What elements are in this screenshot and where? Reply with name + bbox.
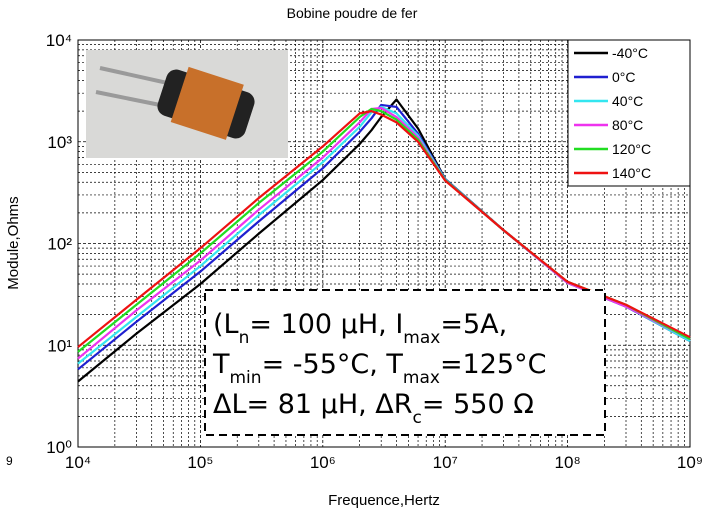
annotation-line: Tmin= -55°C, Tmax=125°C [212, 349, 546, 388]
y-tick-label: 10⁴ [46, 31, 72, 50]
x-tick-label: 10⁴ [65, 453, 91, 472]
annotation-line: ΔL= 81 µH, ΔRc= 550 Ω [213, 389, 534, 428]
annotation-subscript: max [403, 368, 440, 388]
legend-label: 0°C [612, 69, 636, 85]
annotation-line: (Ln= 100 µH, Imax=5A, [213, 309, 507, 348]
legend-frame [567, 39, 691, 187]
series-line [77, 110, 691, 348]
annotation: (Ln= 100 µH, Imax=5A,Tmin= -55°C, Tmax=1… [212, 309, 546, 428]
annotation-text: =125°C [440, 349, 547, 380]
legend-label: -40°C [612, 45, 648, 61]
x-tick-label: 10⁷ [433, 453, 458, 472]
annotation-text: = 550 Ω [422, 389, 534, 420]
legend-label: 80°C [612, 117, 643, 133]
plot-frame [77, 39, 691, 448]
x-axis-label: Frequence,Hertz [328, 492, 440, 509]
annotation-subscript: max [403, 328, 440, 348]
photo [86, 50, 288, 158]
annotation-text: =5A, [440, 309, 507, 340]
x-tick-label: 10⁶ [310, 453, 336, 472]
legend: -40°C 0°C 40°C 80°C 120°C 140°C [567, 39, 691, 187]
legend-label: 120°C [612, 141, 651, 157]
annotation-text: (L [213, 309, 239, 340]
legend-label: 40°C [612, 93, 643, 109]
chart-title: Bobine poudre de fer [287, 5, 418, 21]
y-tick-label: 10³ [47, 133, 72, 152]
annotation-box: (Ln= 100 µH, Imax=5A,Tmin= -55°C, Tmax=1… [204, 289, 606, 436]
y-tick-label: 10² [47, 235, 72, 254]
annotation-text: = 100 µH, I [249, 309, 403, 340]
corner-text: 9 [6, 454, 13, 468]
annotation-subscript: c [413, 408, 422, 428]
x-tick-label: 10⁹ [677, 453, 703, 472]
annotation-text: = -55°C, T [262, 349, 404, 380]
y-tick-label: 10⁰ [46, 438, 72, 457]
y-axis-label: Module,Ohms [5, 196, 22, 289]
annotation-subscript: min [230, 368, 262, 388]
annotation-subscript: n [239, 328, 250, 348]
annotation-text: T [212, 349, 230, 380]
x-tick-label: 10⁵ [187, 453, 213, 472]
photo-winding [170, 66, 244, 140]
legend-label: 140°C [612, 165, 651, 181]
y-tick-label: 10¹ [47, 336, 72, 355]
annotation-text: ΔL= 81 µH, ΔR [213, 389, 413, 420]
annotation-frame [204, 289, 606, 436]
x-tick-label: 10⁸ [555, 453, 581, 472]
curves [77, 98, 691, 383]
